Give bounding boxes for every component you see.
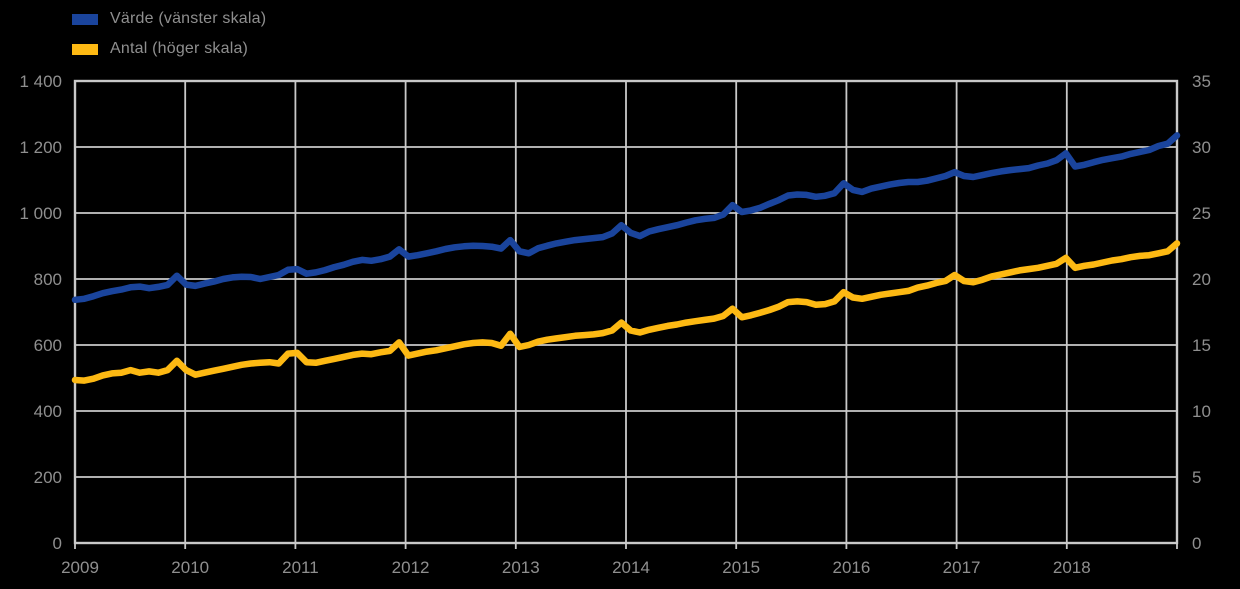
left-axis-tick-label: 800 (34, 270, 62, 289)
right-axis-tick-label: 30 (1192, 138, 1211, 157)
series-line-antal (71, 240, 1181, 384)
x-axis-tick-label: 2012 (392, 558, 430, 577)
left-axis-tick-label: 400 (34, 402, 62, 421)
right-axis-tick-label: 0 (1192, 534, 1201, 553)
left-axis-tick-label: 1 200 (19, 138, 62, 157)
x-axis-tick-label: 2017 (943, 558, 981, 577)
left-axis-tick-label: 1 400 (19, 72, 62, 91)
x-axis-tick-label: 2013 (502, 558, 540, 577)
left-axis-tick-label: 600 (34, 336, 62, 355)
legend-label-antal: Antal (höger skala) (110, 40, 249, 57)
x-axis-tick-label: 2010 (171, 558, 209, 577)
right-axis-tick-label: 10 (1192, 402, 1211, 421)
legend-label-varde: Värde (vänster skala) (110, 10, 267, 27)
chart-legend: Värde (vänster skala) Antal (höger skala… (72, 4, 266, 64)
x-axis-tick-label: 2009 (61, 558, 99, 577)
right-axis-tick-label: 5 (1192, 468, 1201, 487)
right-axis-tick-label: 35 (1192, 72, 1211, 91)
left-axis-tick-label: 1 000 (19, 204, 62, 223)
x-axis-tick-label: 2014 (612, 558, 650, 577)
right-axis-tick-label: 25 (1192, 204, 1211, 223)
x-axis-tick-label: 2015 (722, 558, 760, 577)
x-axis-tick-label: 2018 (1053, 558, 1091, 577)
series-line-varde (71, 132, 1181, 304)
legend-item-varde: Värde (vänster skala) (72, 4, 266, 34)
x-axis-tick-label: 2016 (832, 558, 870, 577)
legend-swatch-varde-icon (72, 13, 98, 25)
legend-swatch-antal-icon (72, 43, 98, 55)
right-axis-tick-label: 15 (1192, 336, 1211, 355)
left-axis-tick-label: 0 (53, 534, 62, 553)
right-axis-tick-label: 20 (1192, 270, 1211, 289)
x-axis-tick-label: 2011 (282, 558, 319, 577)
legend-item-antal: Antal (höger skala) (72, 34, 266, 64)
left-axis-tick-label: 200 (34, 468, 62, 487)
plot-border (73, 79, 1179, 545)
